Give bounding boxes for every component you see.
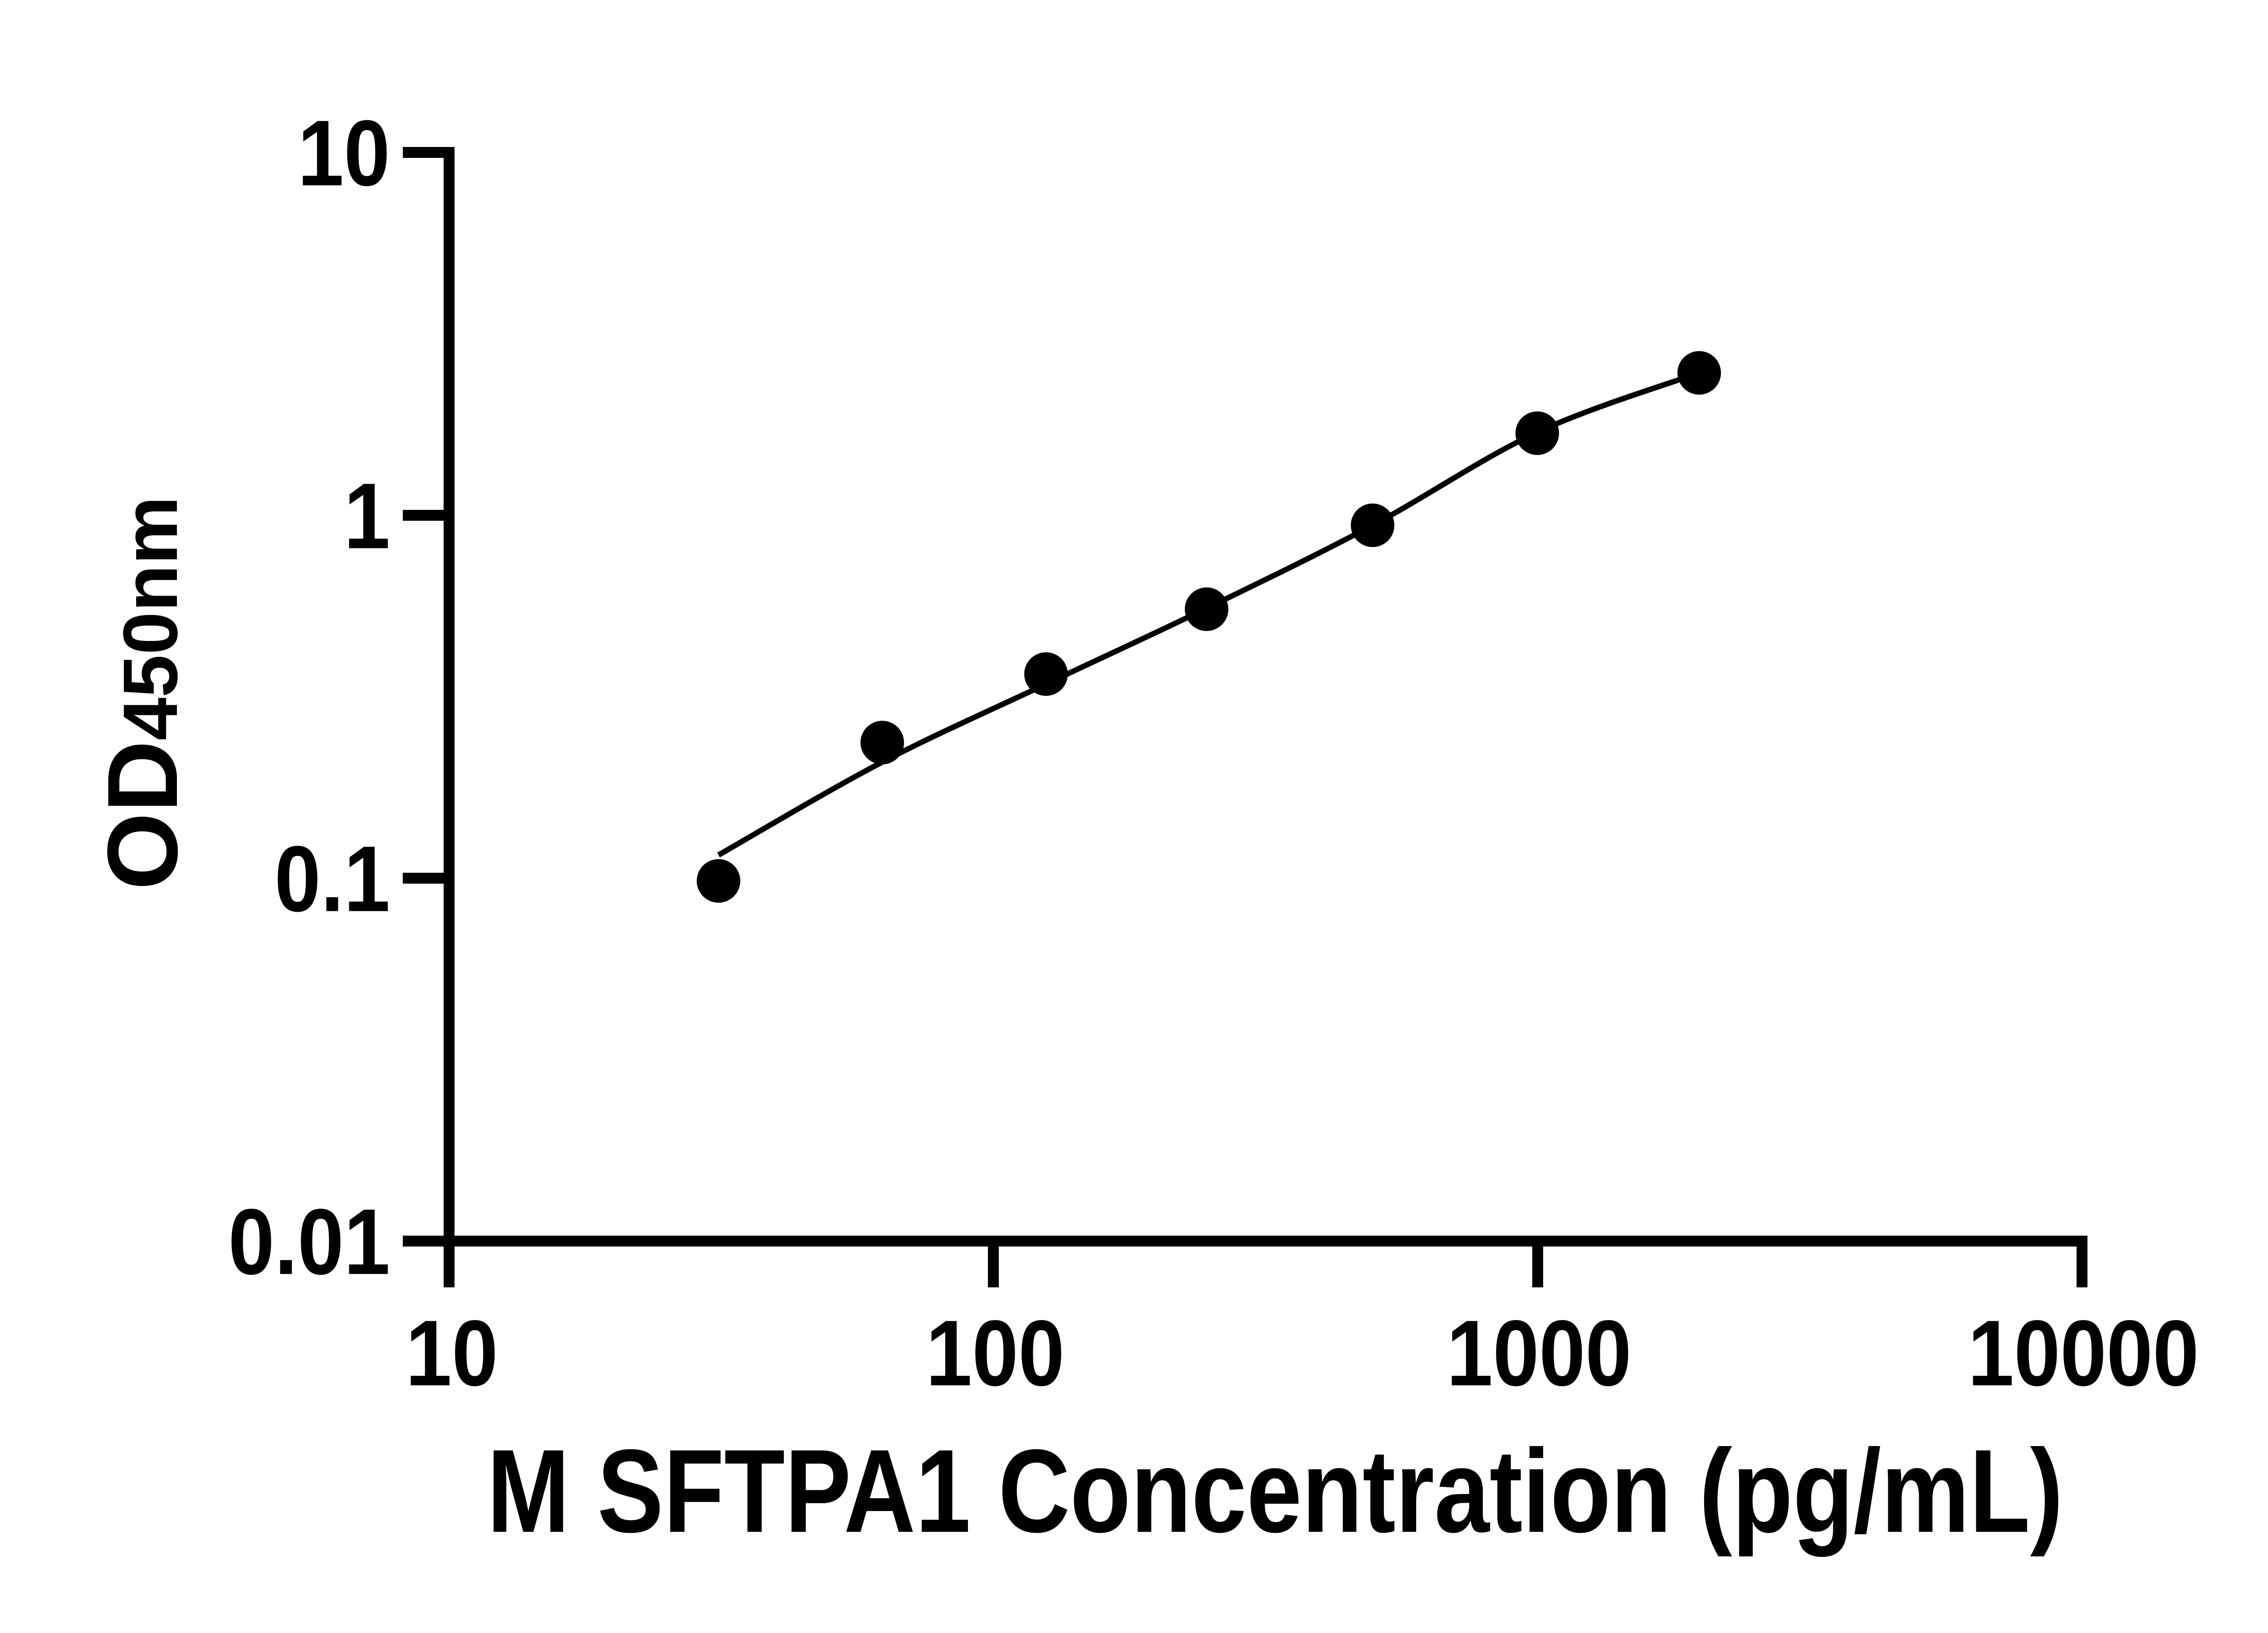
svg-text:0.01: 0.01 [228,1190,390,1294]
svg-text:M SFTPA1 Concentration (pg/mL): M SFTPA1 Concentration (pg/mL) [487,1425,2063,1557]
svg-text:10000: 10000 [1968,1301,2199,1405]
svg-text:10: 10 [298,101,390,205]
svg-text:0.1: 0.1 [274,827,390,931]
svg-text:10: 10 [406,1301,498,1405]
svg-text:1000: 1000 [1447,1301,1632,1405]
svg-text:100: 100 [926,1301,1065,1405]
svg-text:1: 1 [344,464,390,568]
svg-text:OD450nm: OD450nm [87,496,198,890]
